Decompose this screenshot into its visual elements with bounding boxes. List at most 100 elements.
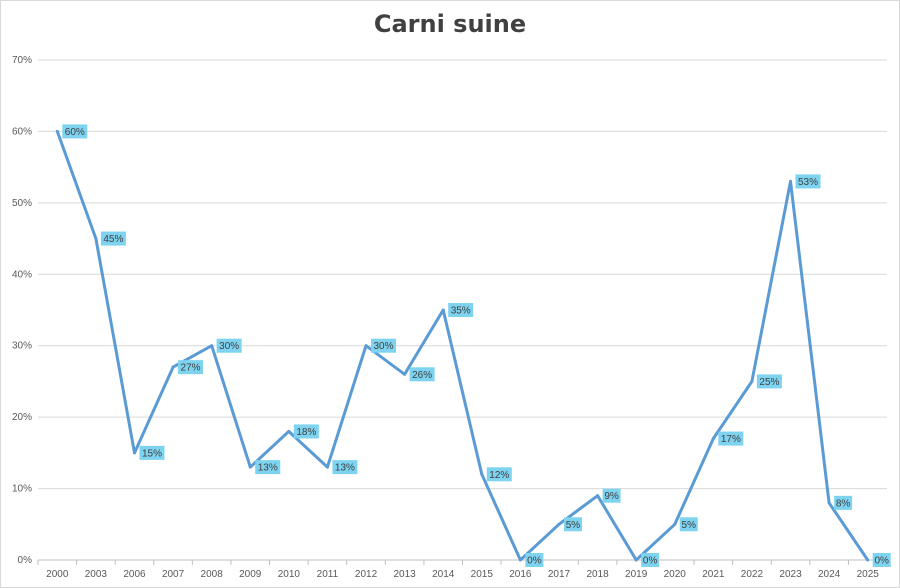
data-label: 60% <box>65 127 85 138</box>
data-label: 18% <box>296 427 316 438</box>
data-label-box <box>409 367 435 382</box>
x-tick-label: 2008 <box>201 569 224 580</box>
data-point <box>171 365 175 369</box>
data-label: 25% <box>759 377 779 388</box>
data-label-box <box>371 338 397 353</box>
x-tick-label: 2007 <box>162 569 185 580</box>
data-point <box>866 558 870 562</box>
data-label-box <box>679 517 698 532</box>
data-point <box>596 494 600 498</box>
data-label-box <box>641 553 660 567</box>
x-tick-label: 2018 <box>586 569 609 580</box>
data-point <box>480 472 484 476</box>
data-label-box <box>100 231 126 246</box>
x-tick-label: 2022 <box>741 569 764 580</box>
data-point <box>750 379 754 383</box>
data-label: 8% <box>836 498 851 509</box>
data-point <box>55 129 59 133</box>
x-tick-label: 2000 <box>46 569 69 580</box>
gridlines <box>38 59 887 561</box>
data-label: 13% <box>335 463 355 474</box>
data-label-box <box>795 174 821 189</box>
data-point <box>94 237 98 241</box>
y-tick-label: 10% <box>12 484 32 495</box>
data-point <box>325 465 329 469</box>
data-label: 53% <box>798 177 818 188</box>
x-tick-label: 2012 <box>355 569 378 580</box>
y-tick-label: 20% <box>12 412 32 423</box>
data-label-box <box>872 553 891 567</box>
data-label-box <box>525 553 544 567</box>
data-label: 0% <box>527 556 542 567</box>
data-label: 27% <box>181 363 201 374</box>
x-tick-label: 2020 <box>664 569 687 580</box>
data-label: 5% <box>566 520 581 531</box>
data-point <box>557 522 561 526</box>
data-point <box>789 179 793 183</box>
data-point <box>287 429 291 433</box>
series-line <box>55 129 870 562</box>
x-tick-label: 2009 <box>239 569 262 580</box>
axes: 0% 10% 20% 30% 40% 50% 60% 70% 2000 2003 2006 2007 2… <box>12 55 888 580</box>
x-tick-label: 2016 <box>509 569 532 580</box>
data-label: 9% <box>604 491 619 502</box>
data-label-box <box>62 124 88 139</box>
x-tick-label: 2021 <box>702 569 725 580</box>
x-tick-label: 2010 <box>278 569 301 580</box>
x-tick-label: 2017 <box>548 569 571 580</box>
x-tick-label: 2023 <box>779 569 802 580</box>
x-tick-label: 2011 <box>317 569 339 580</box>
data-label: 30% <box>219 341 239 352</box>
y-tick-label: 40% <box>12 269 32 280</box>
data-point <box>210 344 214 348</box>
data-point <box>364 344 368 348</box>
data-label: 45% <box>103 234 123 245</box>
y-tick-label: 50% <box>12 198 32 209</box>
data-label-box <box>139 445 165 460</box>
chart-title: Carni suine <box>373 10 527 38</box>
data-labels: 60% 45% 15% 27% 30% 13% 18% 13% 30% 26% 35% 12% 0% 5%… <box>62 124 891 567</box>
data-point <box>132 451 136 455</box>
data-label-box <box>332 460 358 475</box>
data-label-box <box>718 431 744 446</box>
data-label: 17% <box>721 434 741 445</box>
y-tick-label: 60% <box>12 126 32 137</box>
data-label-box <box>216 338 242 353</box>
x-tick-label: 2024 <box>818 569 841 580</box>
data-point <box>673 522 677 526</box>
data-label-box <box>293 424 319 439</box>
x-tick-label: 2006 <box>123 569 146 580</box>
data-label: 5% <box>682 520 697 531</box>
data-point <box>711 437 715 441</box>
y-tick-label: 0% <box>18 555 33 566</box>
data-label-box <box>255 460 281 475</box>
data-label: 0% <box>643 556 658 567</box>
data-label: 15% <box>142 448 162 459</box>
data-point <box>634 558 638 562</box>
y-tick-label: 70% <box>12 55 32 66</box>
x-tick-label: 2025 <box>857 569 880 580</box>
data-point <box>441 308 445 312</box>
data-label-box <box>756 374 782 389</box>
x-tick-label: 2015 <box>471 569 494 580</box>
y-tick-label: 30% <box>12 341 32 352</box>
data-label: 13% <box>258 463 278 474</box>
data-label-box <box>178 360 204 375</box>
data-label-box <box>602 488 621 503</box>
series-polyline <box>55 130 869 562</box>
data-point <box>248 465 252 469</box>
x-tick-label: 2003 <box>85 569 108 580</box>
x-tick-label: 2013 <box>393 569 416 580</box>
data-label: 12% <box>489 470 509 481</box>
data-label: 30% <box>374 341 394 352</box>
data-point <box>403 372 407 376</box>
data-label-box <box>448 303 474 317</box>
data-point <box>827 501 831 505</box>
data-point <box>518 558 522 562</box>
data-label-box <box>563 517 582 532</box>
data-label-box <box>486 467 512 482</box>
x-tick-label: 2019 <box>625 569 648 580</box>
data-label: 26% <box>412 370 432 381</box>
